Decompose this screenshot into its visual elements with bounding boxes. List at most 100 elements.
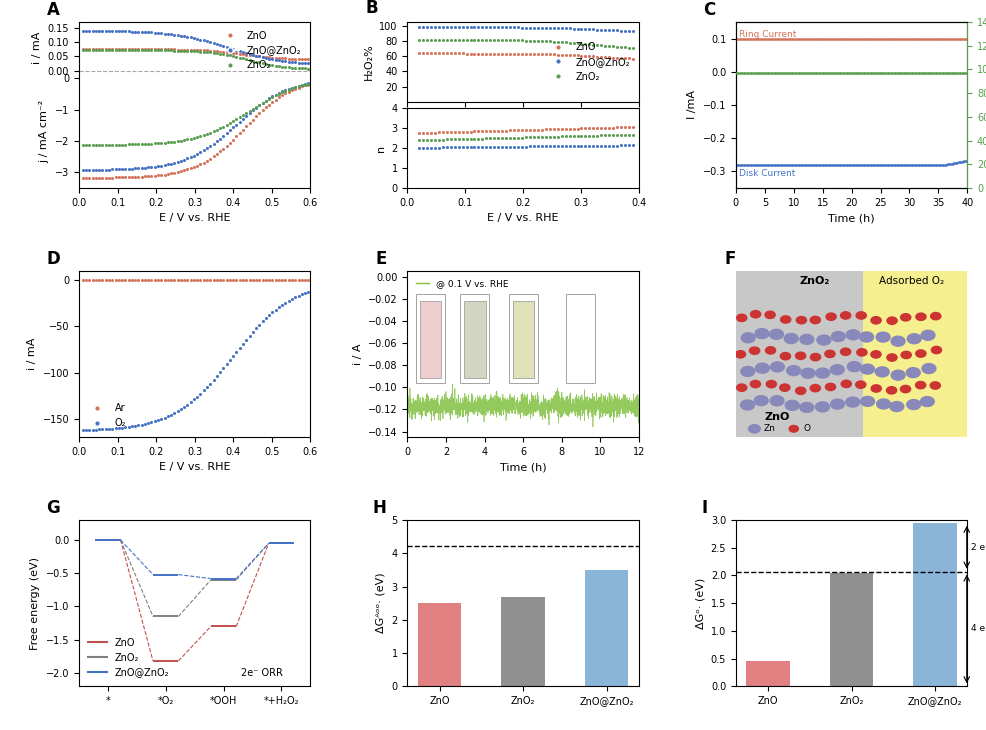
Text: ZnO₂: ZnO₂ [799, 276, 829, 286]
Circle shape [845, 330, 859, 339]
Circle shape [740, 366, 754, 377]
Circle shape [736, 314, 746, 321]
Bar [417, 603, 460, 686]
Circle shape [890, 370, 904, 380]
Circle shape [810, 316, 819, 323]
Circle shape [905, 368, 919, 377]
Legend: @ 0.1 V vs. RHE: @ 0.1 V vs. RHE [411, 275, 512, 292]
Circle shape [845, 397, 859, 407]
Circle shape [899, 314, 910, 321]
Circle shape [920, 330, 934, 340]
Circle shape [859, 332, 873, 342]
Circle shape [765, 347, 775, 354]
Bar [912, 523, 955, 686]
X-axis label: Time (h): Time (h) [827, 213, 874, 223]
Legend: ZnO, ZnO@ZnO₂, ZnO₂: ZnO, ZnO@ZnO₂, ZnO₂ [216, 27, 305, 74]
Circle shape [840, 312, 850, 319]
Circle shape [754, 364, 768, 373]
Circle shape [930, 312, 940, 320]
Bar [566, 294, 595, 383]
Text: Disk Current: Disk Current [739, 169, 795, 177]
Circle shape [795, 387, 805, 394]
Circle shape [780, 316, 790, 323]
Circle shape [855, 312, 866, 319]
Circle shape [810, 353, 819, 361]
Circle shape [900, 351, 910, 358]
Circle shape [915, 382, 925, 389]
Bar [585, 570, 628, 686]
Y-axis label: i / A: i / A [352, 343, 362, 365]
Text: I: I [700, 499, 707, 517]
Circle shape [915, 313, 925, 320]
Y-axis label: ΔGᵒ· (eV): ΔGᵒ· (eV) [694, 577, 704, 629]
Circle shape [754, 328, 768, 339]
Circle shape [780, 353, 790, 360]
Y-axis label: n: n [376, 145, 386, 152]
Circle shape [886, 317, 896, 324]
Circle shape [830, 399, 844, 409]
Text: H: H [373, 499, 387, 517]
Circle shape [919, 396, 934, 407]
Circle shape [748, 347, 759, 354]
Text: 4 e⁻: 4 e⁻ [970, 624, 986, 634]
Bar [508, 294, 537, 383]
Circle shape [860, 364, 874, 374]
Circle shape [765, 380, 776, 388]
Circle shape [847, 361, 861, 372]
Circle shape [929, 382, 940, 389]
Circle shape [769, 396, 783, 406]
Bar [420, 301, 441, 378]
Text: E: E [375, 250, 387, 268]
Y-axis label: j / mA cm⁻²: j / mA cm⁻² [39, 99, 49, 163]
Bar [416, 294, 445, 383]
Circle shape [855, 381, 865, 388]
Bar [512, 301, 533, 378]
Circle shape [764, 311, 774, 318]
Bar [829, 573, 873, 686]
Bar [460, 294, 489, 383]
Circle shape [899, 385, 910, 393]
Circle shape [769, 329, 783, 339]
Bar [745, 661, 789, 686]
Circle shape [860, 396, 874, 407]
Circle shape [753, 396, 767, 406]
Circle shape [889, 402, 903, 412]
Text: 2e⁻ ORR: 2e⁻ ORR [241, 668, 282, 678]
Circle shape [829, 365, 843, 374]
Circle shape [915, 350, 925, 357]
X-axis label: Time (h): Time (h) [499, 462, 546, 472]
Y-axis label: i / mA: i / mA [33, 31, 42, 64]
Circle shape [906, 399, 920, 410]
Circle shape [876, 332, 889, 342]
Y-axis label: ΔGᴬᵒᵒ· (eV): ΔGᴬᵒᵒ· (eV) [376, 573, 386, 634]
Text: Zn: Zn [763, 424, 775, 434]
Circle shape [825, 313, 835, 320]
Circle shape [840, 348, 850, 356]
Y-axis label: Free energy (eV): Free energy (eV) [31, 557, 40, 650]
Circle shape [799, 334, 812, 345]
X-axis label: E / V vs. RHE: E / V vs. RHE [159, 213, 230, 223]
Circle shape [875, 367, 888, 377]
Circle shape [885, 387, 895, 394]
Text: O: O [803, 424, 810, 434]
Legend: ZnO, ZnO₂, ZnO@ZnO₂: ZnO, ZnO₂, ZnO@ZnO₂ [84, 634, 174, 681]
Text: Adsorbed O₂: Adsorbed O₂ [879, 276, 944, 286]
Circle shape [796, 317, 806, 324]
Circle shape [748, 425, 759, 433]
Legend: ZnO, ZnO@ZnO₂, ZnO₂: ZnO, ZnO@ZnO₂, ZnO₂ [544, 38, 633, 85]
Circle shape [906, 334, 920, 344]
Circle shape [779, 384, 789, 391]
Circle shape [789, 426, 798, 432]
X-axis label: E / V vs. RHE: E / V vs. RHE [159, 462, 230, 472]
Circle shape [816, 335, 830, 345]
Circle shape [801, 368, 814, 378]
Circle shape [814, 402, 828, 412]
Circle shape [749, 380, 760, 388]
Circle shape [784, 334, 798, 344]
Circle shape [749, 310, 760, 318]
Text: 2 e⁻: 2 e⁻ [970, 542, 986, 552]
Circle shape [921, 364, 935, 374]
Bar [736, 271, 863, 437]
Circle shape [824, 383, 835, 391]
Text: G: G [46, 499, 60, 517]
